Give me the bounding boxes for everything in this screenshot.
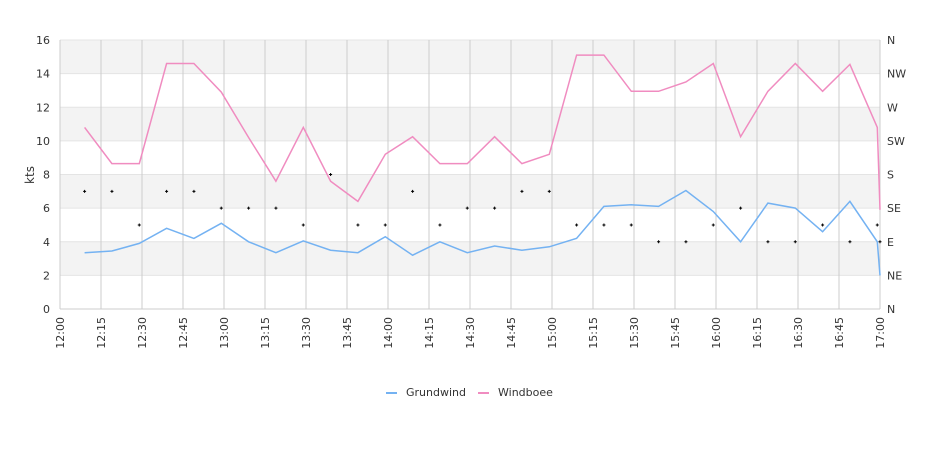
y2-tick-label: NW [887,68,906,81]
y2-tick-label: SW [887,135,905,148]
direction-marker [138,223,141,226]
direction-marker [384,223,387,226]
x-tick-label: 13:30 [300,317,313,349]
x-tick-label: 12:30 [136,317,149,349]
y-tick-label: 6 [43,202,50,215]
x-tick-label: 12:45 [177,317,190,349]
x-tick-label: 16:45 [833,317,846,349]
direction-marker [821,223,824,226]
legend-label: Windboee [498,386,553,399]
x-tick-label: 15:30 [628,317,641,349]
x-tick-label: 16:15 [751,317,764,349]
y2-tick-label: E [887,236,894,249]
direction-marker [876,223,879,226]
direction-marker [356,223,359,226]
y2-tick-label: N [887,303,895,316]
x-tick-label: 13:15 [259,317,272,349]
y-tick-label: 8 [43,169,50,182]
y-tick-label: 2 [43,269,50,282]
x-tick-label: 12:15 [95,317,108,349]
x-axis-ticks: 12:00 12:15 12:30 12:45 13:00 13:15 13:30 13:45… [54,317,887,349]
direction-marker [630,223,633,226]
y-tick-label: 16 [36,34,50,47]
y2-axis-ticks: N NE E SE S SW W NW N [887,34,906,316]
y2-tick-label: N [887,34,895,47]
direction-marker [602,223,605,226]
y-axis-label: kts [23,166,37,184]
direction-marker [712,223,715,226]
legend: Grundwind Windboee [386,386,553,399]
y2-tick-label: NE [887,269,902,282]
x-tick-label: 14:00 [382,317,395,349]
x-tick-label: 12:00 [54,317,67,349]
x-tick-label: 14:45 [505,317,518,349]
y2-tick-label: W [887,101,898,114]
x-tick-label: 14:15 [423,317,436,349]
x-tick-label: 15:00 [546,317,559,349]
direction-marker [575,223,578,226]
x-tick-label: 15:45 [669,317,682,349]
y-tick-label: 12 [36,101,50,114]
direction-marker [302,223,305,226]
legend-label: Grundwind [406,386,466,399]
grid-lines [60,40,880,309]
y2-tick-label: S [887,169,894,182]
x-tick-label: 13:45 [341,317,354,349]
y-tick-label: 14 [36,68,50,81]
y2-tick-label: SE [887,202,901,215]
x-tick-label: 16:00 [710,317,723,349]
y-tick-label: 0 [43,303,50,316]
direction-marker [438,223,441,226]
x-tick-label: 17:00 [874,317,887,349]
x-tick-label: 14:30 [464,317,477,349]
y-tick-label: 10 [36,135,50,148]
x-tick-label: 16:30 [792,317,805,349]
y-tick-label: 4 [43,236,50,249]
y-axis-ticks: 0 2 4 6 8 10 12 14 16 [36,34,50,316]
x-tick-label: 15:15 [587,317,600,349]
x-tick-label: 13:00 [218,317,231,349]
